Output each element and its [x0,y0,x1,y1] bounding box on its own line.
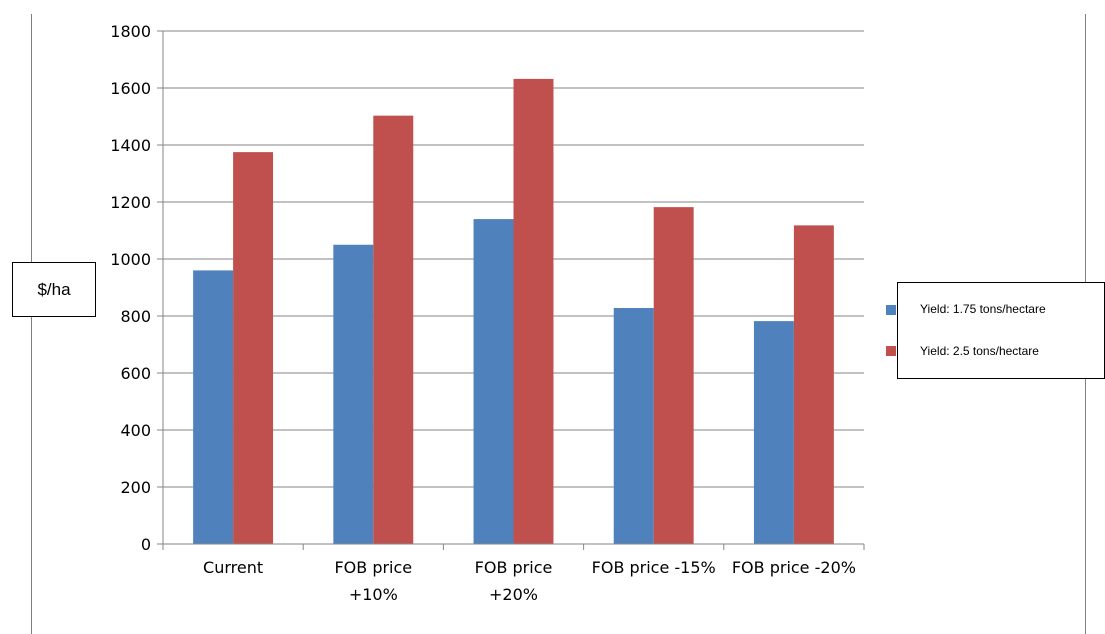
y-tick-label: 1800 [110,22,151,41]
legend-swatch-series-1 [886,305,896,315]
y-tick-label: 0 [141,535,151,554]
y-tick-label: 400 [120,421,151,440]
legend-label-series-1: Yield: 1.75 tons/hectare [920,302,1046,316]
x-category-label: Current [203,558,263,577]
legend-item-series-1: Yield: 1.75 tons/hectare [898,302,1046,316]
legend-swatch-series-2 [886,346,896,356]
bar-series-1-4 [753,321,794,544]
x-category-label: FOB price [475,558,553,577]
left-frame-line [31,14,32,634]
y-tick-label: 200 [120,478,151,497]
bar-series-2-1 [373,115,414,545]
legend-label-series-2: Yield: 2.5 tons/hectare [920,344,1039,358]
bar-series-1-1 [333,244,374,544]
y-tick-label: 1200 [110,193,151,212]
bar-series-2-4 [793,225,834,544]
bar-series-1-3 [613,308,654,544]
y-axis-label: $/ha [12,262,96,317]
y-tick-label: 1400 [110,136,151,155]
axis-labels: 0 200 400 600 800 1000 1200 1400 1600 1800 Current… [110,22,856,604]
legend: Yield: 1.75 tons/hectare Yield: 2.5 tons… [886,282,1105,379]
y-tick-label: 1000 [110,250,151,269]
x-category-label: +10% [349,585,398,604]
y-axis-label-text: $/ha [37,279,71,299]
bar-series-1-2 [473,219,514,544]
x-category-label: FOB price -20% [732,558,856,577]
y-tick-label: 600 [120,364,151,383]
bar-series-1-0 [193,270,234,544]
bars [193,78,834,545]
bar-series-2-2 [513,78,554,544]
legend-item-series-2: Yield: 2.5 tons/hectare [898,344,1039,358]
bar-series-2-0 [233,152,274,544]
y-tick-label: 1600 [110,79,151,98]
axes [157,30,865,550]
bar-series-2-3 [653,207,694,544]
y-tick-label: 800 [120,307,151,326]
x-category-label: FOB price [334,558,412,577]
x-category-label: +20% [489,585,538,604]
x-category-label: FOB price -15% [592,558,716,577]
